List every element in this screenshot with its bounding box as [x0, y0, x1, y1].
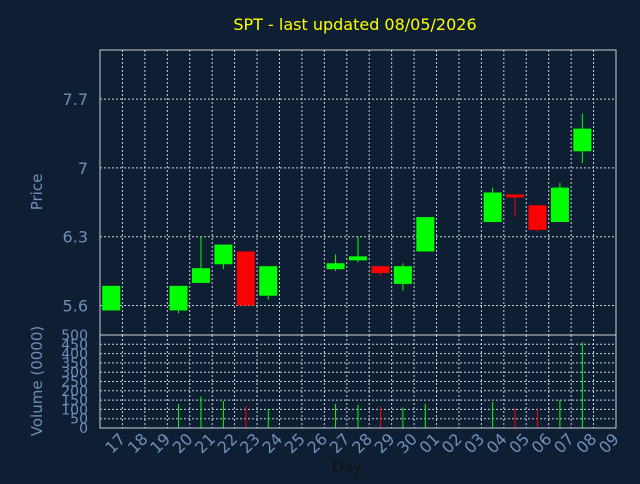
candles — [102, 113, 592, 314]
candle-body — [214, 244, 233, 265]
candle-body — [371, 266, 390, 274]
volume-tick-label: 350 — [61, 356, 88, 372]
volume-tick-label: 400 — [61, 347, 88, 363]
volume-tick-label: 0 — [79, 421, 88, 437]
candle-body — [528, 205, 547, 230]
volume-tick-label: 150 — [61, 393, 88, 409]
volume-tick-label: 100 — [61, 402, 88, 418]
price-tick-label: 7 — [78, 159, 88, 178]
candle-body — [236, 251, 255, 306]
volume-tick-label: 250 — [61, 375, 88, 391]
volume-tick-label: 500 — [61, 328, 88, 344]
candle-body — [326, 263, 345, 270]
price-tick-label: 5.6 — [63, 297, 88, 316]
day-axis-label: Day — [332, 458, 362, 476]
volume-tick-label: 450 — [61, 337, 88, 353]
price-tick-label: 7.7 — [63, 90, 88, 109]
candle-body — [169, 285, 188, 311]
candle-body — [550, 187, 569, 222]
volume-axis-label: Volume (0000) — [28, 326, 46, 436]
candle-body — [416, 217, 435, 252]
candle-body — [506, 194, 525, 198]
price-tick-label: 6.3 — [63, 228, 88, 247]
candle-body — [573, 128, 592, 152]
volume-plot-frame — [99, 334, 617, 429]
volume-tick-label: 200 — [61, 384, 88, 400]
candle-body — [349, 256, 367, 261]
candle-body — [191, 268, 210, 283]
candle-body — [102, 285, 121, 311]
price-grid — [100, 50, 616, 335]
volume-tick-label: 50 — [70, 412, 88, 428]
candle-body — [393, 266, 412, 284]
volume-tick-label: 300 — [61, 365, 88, 381]
price-tick-labels: 5.6 6.3 7 7.7 — [63, 90, 88, 315]
volume-bars — [178, 342, 583, 428]
day-tick-labels: 1718192021222324252627282930010203040506… — [101, 429, 622, 457]
chart-title: SPT - last updated 08/05/2026 — [233, 15, 476, 34]
candle-body — [259, 266, 278, 296]
candle-body — [483, 192, 502, 222]
price-axis-label: Price — [28, 174, 46, 211]
